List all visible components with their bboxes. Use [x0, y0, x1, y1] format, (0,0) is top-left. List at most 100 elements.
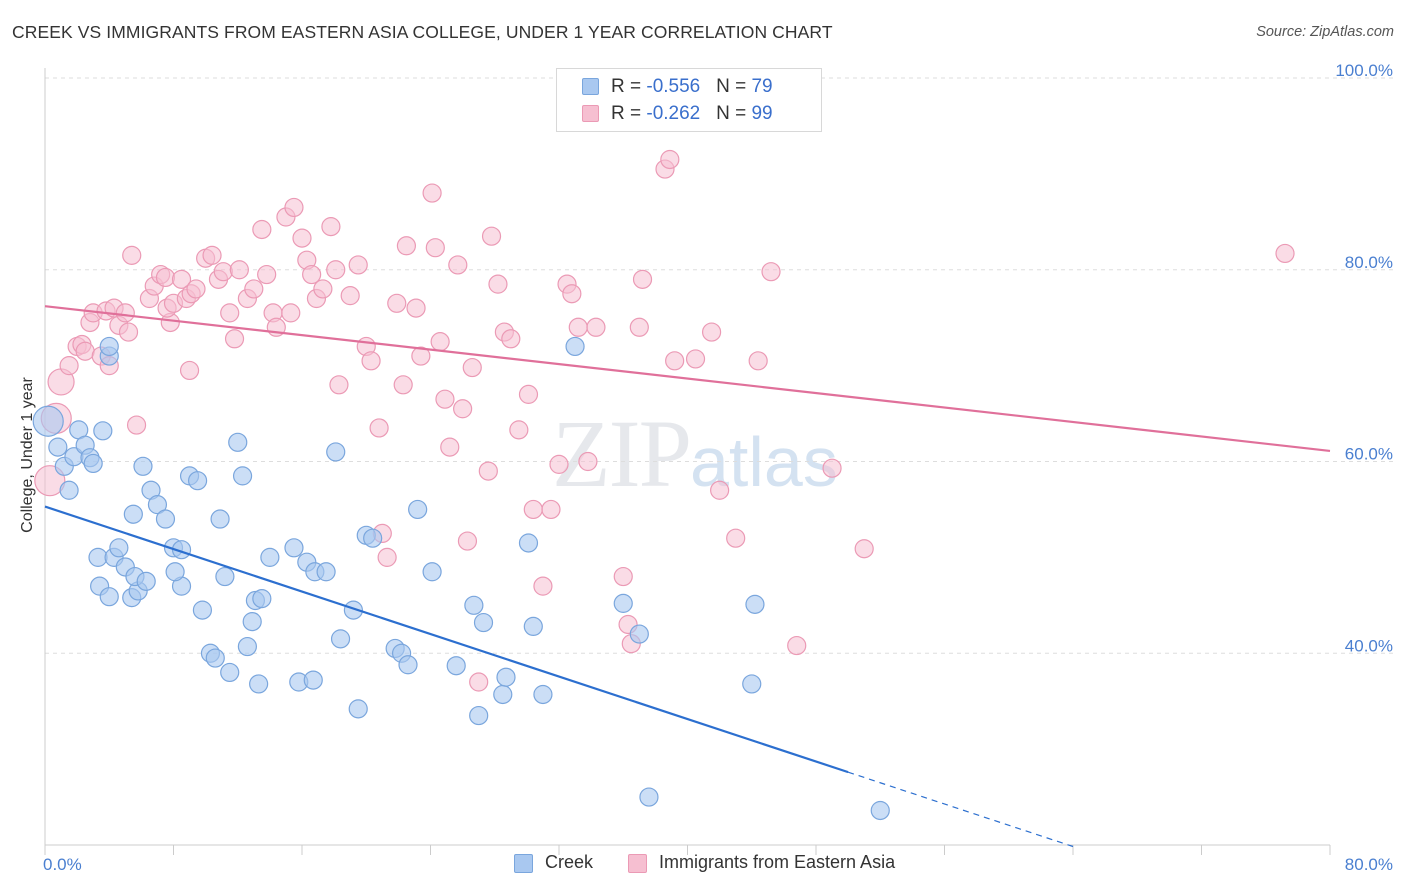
immigrants-point: [665, 351, 685, 371]
immigrants-point: [501, 329, 521, 349]
immigrants-point: [348, 255, 368, 275]
immigrants-point: [586, 317, 606, 337]
legend-immigrants-label: Immigrants from Eastern Asia: [659, 852, 896, 872]
creek-point: [639, 787, 659, 807]
immigrants-point: [179, 360, 200, 381]
imm-n-label: N =: [716, 103, 752, 124]
immigrants-point: [440, 437, 460, 457]
axes: [44, 68, 1331, 855]
immigrants-point: [118, 322, 139, 342]
creek-trend-line: [44, 505, 849, 774]
creek-point: [232, 466, 253, 486]
creek-point: [398, 655, 418, 675]
stats-legend-box: R = -0.556 N = 79 R = -0.262 N = 99: [556, 68, 822, 132]
immigrants-point: [568, 317, 588, 337]
immigrants-swatch: [582, 105, 599, 122]
immigrants-trend-line: [44, 305, 1331, 453]
creek-point: [215, 566, 235, 587]
immigrants-point: [387, 293, 407, 313]
creek-point: [629, 624, 649, 644]
creek-point: [745, 594, 765, 614]
immigrants-point: [518, 384, 539, 404]
immigrants-point: [710, 480, 730, 500]
immigrants-point: [549, 454, 569, 474]
immigrants-point: [822, 458, 842, 478]
creek-point: [260, 547, 280, 567]
creek-point: [408, 499, 428, 520]
immigrants-point: [244, 279, 264, 299]
imm-r-label: R =: [611, 103, 647, 124]
immigrants-point: [425, 238, 445, 258]
immigrants-point: [422, 183, 442, 203]
immigrants-point: [59, 356, 79, 376]
immigrants-point: [313, 279, 333, 299]
immigrants-point: [578, 451, 598, 472]
gridlines: [45, 77, 1393, 654]
creek-point: [742, 674, 762, 694]
immigrants-point: [75, 341, 95, 361]
creek-point: [123, 504, 143, 524]
creek-point: [59, 480, 79, 500]
x-tick-label: 0.0%: [43, 855, 82, 874]
creek-point: [147, 495, 168, 515]
source-label: Source: ZipAtlas.com: [1256, 24, 1394, 40]
legend-immigrants-swatch: [628, 854, 647, 873]
immigrants-point: [462, 357, 482, 378]
creek-point: [32, 405, 64, 437]
immigrants-point: [660, 149, 680, 170]
immigrants-point: [155, 267, 176, 288]
x-tick-label: 80.0%: [1345, 855, 1393, 874]
imm-r-value: -0.262: [646, 103, 701, 124]
immigrants-points: [34, 149, 1295, 692]
creek-n-label: N =: [716, 76, 752, 97]
immigrants-point: [171, 269, 192, 289]
creek-point: [326, 442, 346, 462]
creek-point: [192, 600, 213, 620]
creek-point: [187, 471, 208, 491]
immigrants-point: [523, 499, 543, 520]
creek-point: [469, 705, 489, 726]
creek-point: [363, 528, 383, 548]
immigrants-point: [284, 197, 304, 218]
creek-point: [205, 648, 225, 668]
legend-creek-label: Creek: [545, 852, 594, 872]
creek-r-label: R =: [611, 76, 647, 97]
creek-point: [220, 662, 240, 683]
creek-point: [464, 595, 484, 615]
creek-point: [210, 509, 230, 529]
immigrants-point: [302, 264, 322, 285]
immigrants-point: [632, 269, 653, 289]
watermark-zip: ZIP: [552, 400, 692, 507]
creek-point: [493, 684, 513, 705]
immigrants-point: [1275, 243, 1295, 264]
creek-r-value: -0.556: [646, 76, 701, 97]
creek-n-value: 79: [751, 76, 773, 97]
immigrants-point: [509, 420, 529, 440]
creek-point: [48, 437, 68, 457]
immigrants-point: [701, 322, 722, 342]
immigrants-point: [761, 262, 781, 282]
creek-point: [330, 629, 351, 649]
creek-point: [613, 593, 633, 613]
immigrants-point: [329, 375, 349, 395]
creek-point: [518, 533, 539, 553]
y-tick-label: 100.0%: [1335, 61, 1393, 80]
legend-creek-swatch: [514, 854, 533, 873]
y-tick-label: 60.0%: [1345, 445, 1393, 464]
creek-point: [473, 612, 494, 633]
immigrants-point: [457, 531, 478, 551]
immigrants-point: [34, 465, 66, 497]
creek-point: [496, 667, 516, 687]
creek-point: [533, 684, 553, 705]
chart-title: CREEK VS IMMIGRANTS FROM EASTERN ASIA CO…: [12, 22, 833, 42]
immigrants-point: [430, 332, 450, 352]
immigrants-point: [562, 284, 582, 304]
creek-point: [316, 562, 336, 582]
creek-point: [523, 616, 543, 637]
creek-point: [99, 587, 119, 607]
trend-lines: [44, 305, 1331, 848]
creek-point: [109, 538, 129, 558]
creek-point: [83, 453, 103, 474]
creek-point: [88, 547, 108, 567]
